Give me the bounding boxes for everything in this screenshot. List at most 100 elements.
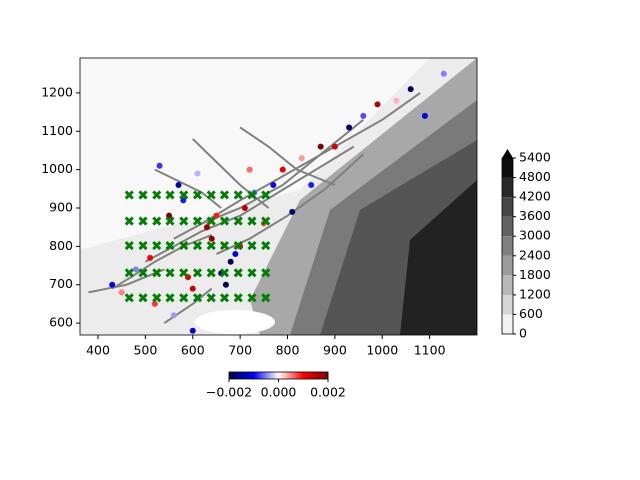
grid-marker <box>206 268 216 278</box>
x-tick-label: 700 <box>228 343 252 358</box>
grid-marker <box>152 190 162 200</box>
contour-background <box>80 58 477 335</box>
colorbar-tick-label: 2400 <box>519 247 551 262</box>
x-tick-label: 400 <box>86 343 110 358</box>
colorbar2-strip <box>256 372 259 379</box>
grid-marker <box>138 241 148 251</box>
colorbar-extend <box>502 149 513 158</box>
colorbar2-strip <box>282 372 285 379</box>
point <box>227 258 234 265</box>
y-tick-label: 1200 <box>41 84 73 99</box>
grid-marker <box>261 241 271 251</box>
colorbar2-strip <box>286 372 289 379</box>
grid-marker <box>138 216 148 226</box>
y-tick-label: 700 <box>49 276 73 291</box>
grid-marker <box>152 268 162 278</box>
grid-marker <box>138 293 148 303</box>
colorbar2-strip <box>252 372 256 379</box>
grid-marker <box>179 216 189 226</box>
point <box>232 251 239 258</box>
x-tick-label: 800 <box>276 343 300 358</box>
colorbar2-strip <box>232 372 236 379</box>
colorbar2-strip <box>234 372 238 379</box>
colorbar2-strip <box>230 372 234 379</box>
colorbar2-strip <box>308 372 311 379</box>
colorbar2-strip <box>298 372 301 379</box>
point <box>156 162 163 169</box>
point <box>374 101 381 108</box>
colorbar2-strip <box>250 372 254 379</box>
trajectory <box>239 126 336 186</box>
y-tick-label: 1000 <box>41 161 73 176</box>
point <box>407 86 414 93</box>
grid-marker <box>206 241 216 251</box>
colorbar2-strip <box>326 372 329 379</box>
colorbar2-strip <box>258 372 261 379</box>
grid-marker <box>206 293 216 303</box>
trajectory <box>201 92 421 225</box>
grid-marker <box>192 190 203 200</box>
grid-marker <box>206 190 216 200</box>
colorbar2-strip <box>296 372 299 379</box>
colorbar2-strip <box>290 372 293 379</box>
colorbar2-strip <box>244 372 248 379</box>
trajectory <box>88 268 165 294</box>
x-tick-label: 600 <box>181 343 205 358</box>
point <box>317 143 324 150</box>
grid-marker <box>192 241 203 251</box>
grid-marker <box>152 241 162 251</box>
grid-marker <box>165 241 175 251</box>
y-tick-label: 1100 <box>41 123 73 138</box>
grid-marker <box>179 268 189 278</box>
point <box>331 143 338 150</box>
grid-marker <box>233 190 243 200</box>
colorbar2-strip <box>292 372 295 379</box>
colorbar2-strip <box>294 372 297 379</box>
grid-marker <box>124 190 134 200</box>
colorbar-band <box>502 158 513 178</box>
point <box>346 124 353 131</box>
grid-marker <box>179 241 189 251</box>
colorbar-band <box>502 294 513 315</box>
x-tick-label: 500 <box>133 343 157 358</box>
grid-marker <box>219 268 230 278</box>
grid-marker <box>219 190 230 200</box>
grid-marker <box>124 293 134 303</box>
colorbar2-strip <box>272 372 275 379</box>
colorbar-band <box>502 275 513 295</box>
grid-marker <box>233 241 243 251</box>
point <box>170 312 177 319</box>
grid-marker <box>165 190 175 200</box>
x-tick-label: 900 <box>323 343 347 358</box>
colorbar2-strip <box>312 372 315 379</box>
grid-marker <box>261 216 271 226</box>
point <box>440 70 447 77</box>
grid-marker <box>219 293 230 303</box>
grid-marker <box>165 216 175 226</box>
point <box>246 166 253 173</box>
colorbar2-strip <box>270 372 273 379</box>
grid-marker <box>192 216 203 226</box>
point <box>147 254 154 261</box>
colorbar2-strip <box>322 372 325 379</box>
colorbar2-strip <box>274 372 277 379</box>
colorbar2-strip <box>264 372 267 379</box>
colorbar2-strip <box>278 372 281 379</box>
grid-marker <box>247 293 257 303</box>
colorbar2-strip <box>310 372 313 379</box>
point <box>175 181 182 188</box>
point <box>118 289 125 296</box>
point <box>208 235 215 242</box>
point <box>298 155 305 162</box>
point <box>360 112 367 119</box>
grid-marker <box>179 293 189 303</box>
colorbar2-strip <box>318 372 321 379</box>
colorbar-band <box>502 255 513 276</box>
colorbar2-strip <box>268 372 271 379</box>
point <box>308 181 315 188</box>
point <box>203 224 210 231</box>
point <box>189 285 196 292</box>
grid-marker <box>179 190 189 200</box>
colorbar2-strip <box>316 372 319 379</box>
